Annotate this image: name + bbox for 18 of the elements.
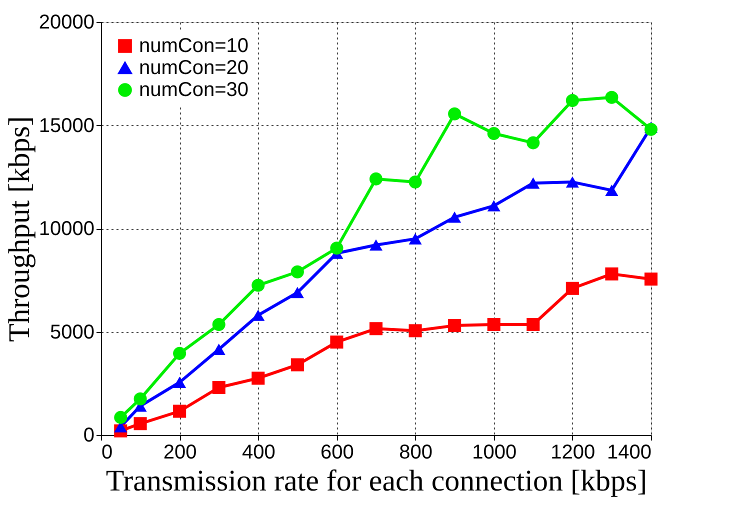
x-tick-label: 600 — [320, 442, 354, 464]
x-tick-label: 200 — [163, 442, 197, 464]
y-tick-label: 0 — [83, 424, 94, 446]
x-tick-label: 1200 — [550, 442, 596, 464]
x-axis-title: Transmission rate for each connection [kbps] — [106, 464, 648, 498]
legend-label: numCon=20 — [139, 57, 249, 79]
y-axis-title: Throughput [kbps] — [2, 116, 36, 342]
y-tick-label: 10000 — [38, 218, 94, 240]
y-tick-label: 5000 — [50, 321, 94, 344]
x-tick-label: 800 — [399, 442, 432, 464]
x-tick-label: 0 — [102, 442, 113, 464]
legend-label: numCon=10 — [139, 35, 249, 57]
x-tick-label: 400 — [242, 442, 276, 464]
y-tick-label: 15000 — [38, 114, 94, 137]
x-tick-label: 1400 — [607, 442, 652, 464]
legend-label: numCon=30 — [139, 79, 249, 101]
x-tick-label: 1000 — [472, 442, 517, 464]
y-tick-label: 20000 — [38, 12, 94, 34]
